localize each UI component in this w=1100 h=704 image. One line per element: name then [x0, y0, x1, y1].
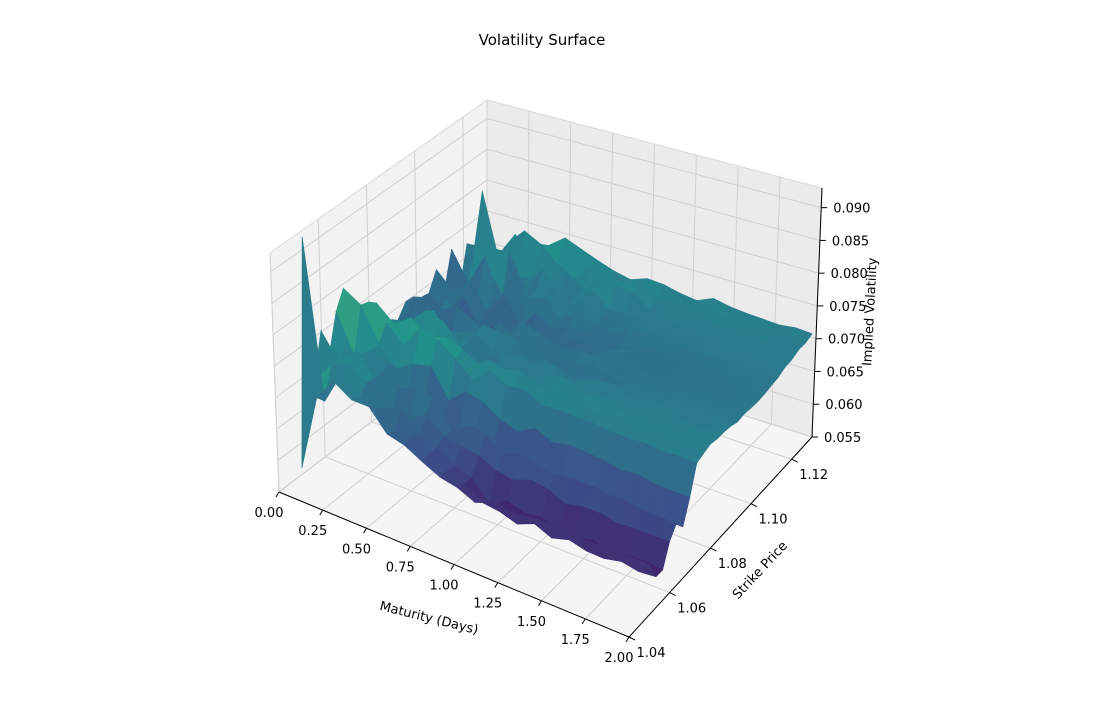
y-tick-mark — [628, 636, 636, 641]
x-tick-mark — [450, 564, 455, 570]
y-tick-mark — [750, 503, 758, 508]
x-tick-label: 1.25 — [473, 597, 502, 612]
grid-line-z-back — [486, 117, 822, 209]
z-tick-label: 0.060 — [825, 398, 862, 413]
x-tick-label: 0.00 — [255, 506, 284, 521]
axes: 0.00 0.25 0.50 0.75 1.00 1.25 1.50 1.75 2.00 1.04… — [255, 187, 870, 666]
y-tick-mark — [710, 547, 717, 552]
x-tick-label: 1.50 — [517, 615, 546, 630]
surface-mesh — [301, 190, 813, 578]
z-tick-label: 0.075 — [829, 300, 866, 315]
y-tick-label: 1.08 — [718, 557, 747, 572]
x-tick-mark — [538, 600, 542, 607]
y-axis-line — [628, 436, 813, 638]
chart-title: Volatility Surface — [479, 31, 606, 49]
x-tick-mark — [625, 636, 630, 643]
x-tick-mark — [581, 618, 586, 625]
y-tick-label: 1.12 — [799, 468, 828, 483]
grid-line-z-back — [486, 210, 818, 307]
y-tick-label: 1.04 — [637, 646, 666, 661]
x-tick-mark — [363, 527, 367, 534]
y-tick-label: 1.06 — [677, 602, 706, 617]
y-tick-mark — [669, 592, 676, 597]
z-tick-label: 0.085 — [832, 234, 869, 249]
x-tick-mark — [275, 491, 280, 498]
surface-patch — [631, 556, 657, 578]
z-tick-label: 0.080 — [831, 267, 868, 282]
y-tick-label: 1.10 — [759, 513, 788, 528]
grid-line-y — [325, 456, 670, 594]
x-tick-label: 0.50 — [342, 542, 371, 557]
x-tick-label: 1.75 — [561, 633, 590, 648]
x-axis-label: Maturity (Days) — [378, 599, 480, 638]
x-tick-label: 0.25 — [298, 524, 327, 539]
x-tick-mark — [319, 509, 324, 516]
z-tick-label: 0.090 — [833, 202, 870, 217]
grid-line-z-back — [486, 148, 821, 241]
z-tick-label: 0.055 — [824, 431, 861, 446]
x-tick-label: 2.00 — [605, 651, 634, 666]
grid-line-z-left — [270, 118, 488, 273]
y-tick-mark — [791, 458, 798, 463]
x-tick-label: 0.75 — [386, 560, 415, 575]
x-tick-mark — [494, 582, 499, 588]
x-tick-mark — [406, 546, 411, 552]
grid-line-z-back — [486, 179, 819, 274]
z-tick-label: 0.065 — [827, 365, 864, 380]
z-axis-label: Implied Volatility — [860, 257, 881, 366]
grid-line-y-back — [269, 252, 280, 493]
z-tick-label: 0.070 — [828, 333, 865, 348]
x-tick-label: 1.00 — [430, 579, 459, 594]
z-axis-line — [811, 187, 823, 438]
